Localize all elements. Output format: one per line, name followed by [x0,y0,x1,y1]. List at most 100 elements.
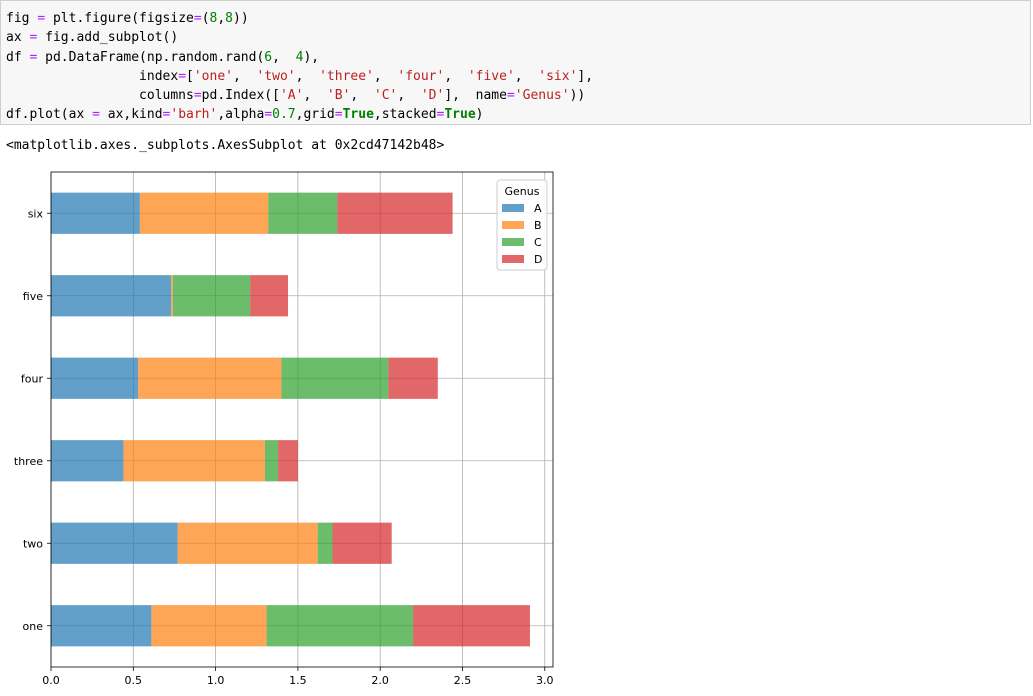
bar-segment-C-three [264,440,279,482]
legend-label: B [534,219,542,232]
code-token: ( [201,11,210,26]
bar-segment-D-two [332,522,392,564]
bar-segment-B-two [177,522,318,564]
legend-title: Genus [505,185,540,198]
code-token: , [295,68,320,84]
bar-segment-C-six [268,192,338,234]
code-token: , [217,11,226,26]
code-line: index=['one', 'two', 'three', 'four', 'f… [6,69,593,84]
code-token: plt.figure(figsize [45,11,194,26]
x-tick-label: 2.5 [454,674,472,687]
bar-segment-D-six [337,192,453,234]
code-token: ], [577,68,594,84]
code-token: = [92,107,100,123]
code-token: [ [186,68,194,84]
bar-segment-A-six [51,192,140,234]
bar-segment-D-five [250,275,289,317]
bar-segment-D-three [278,440,298,482]
axes-frame [50,171,554,668]
legend-swatch-C [502,238,524,246]
code-token: 'five' [467,68,515,84]
y-tick-label: five [23,290,43,303]
code-token: True [342,107,374,123]
code-token: ,stacked [373,107,437,123]
code-token: = [178,68,187,84]
code-token: 'three' [319,68,374,84]
code-token: = [29,30,38,46]
code-token: fig [6,11,38,26]
code-token: = [37,11,46,26]
stacked-barh-chart: 0.0 0.5 1.0 1.5 2.0 2.5 3.0 one two three four five… [14,171,554,687]
bar-segment-C-four [281,357,389,399]
code-token: , [514,68,539,84]
bar-segment-C-one [266,605,414,647]
code-token: 4 [295,49,304,65]
legend-label: A [534,202,542,215]
code-token: 'four' [397,68,445,84]
code-token: index [6,68,179,84]
code-token: , [272,49,296,65]
legend-swatch-D [502,255,524,263]
code-token: 8 [209,11,218,26]
bar-segment-B-four [138,357,282,399]
code-token: 'one' [193,68,233,84]
x-tick-label: 3.0 [536,674,554,687]
legend-label: C [534,236,542,249]
bar-segment-C-five [172,275,251,317]
code-cell[interactable]: fig = plt.figure(figsize=(8,8)) ax = fig… [0,0,1031,125]
y-tick-label: six [28,207,44,220]
code-token: = [506,88,515,104]
code-token: pd.Index([ [201,88,280,104]
legend-swatch-A [502,204,524,212]
code-token: ) [475,107,484,123]
y-tick-label: one [23,620,44,633]
code-token: 'B' [326,88,351,104]
code-line: fig = plt.figure(figsize=(8,8)) [6,11,249,26]
bar-segment-A-three [51,440,124,482]
bar-segment-B-one [151,605,267,647]
x-tick-label: 0.0 [42,674,60,687]
code-token: pd.DataFrame(np.random.rand( [37,49,265,65]
code-token: 'D' [420,88,445,104]
code-token: 'C' [373,88,398,104]
code-token: = [193,88,202,104]
code-token: , [397,88,421,104]
code-line: df.plot(ax = ax,kind='barh',alpha=0.7,gr… [6,107,484,122]
code-token: = [162,107,171,123]
x-tick-label: 1.5 [289,674,307,687]
code-token: , [232,68,257,84]
bar-segment-A-five [51,275,172,317]
code-token: 0.7 [272,107,296,123]
code-token: 6 [264,49,273,65]
code-token: ax [6,30,30,46]
code-token: True [444,107,476,123]
bar-segment-D-four [388,357,438,399]
code-editor[interactable]: fig = plt.figure(figsize=(8,8)) ax = fig… [1,1,1030,125]
code-token: 'A' [279,88,304,104]
code-token: 'two' [256,68,296,84]
code-token: = [264,107,273,123]
y-tick-label: two [23,537,43,550]
code-token: ,grid [295,107,335,123]
code-line: columns=pd.Index(['A', 'B', 'C', 'D'], n… [6,88,585,103]
y-tick-label: three [14,455,43,468]
code-token: , [350,88,374,104]
code-token: df [6,49,30,65]
code-token: )) [569,88,586,104]
bar-segment-A-one [51,605,152,647]
cell-output-text: <matplotlib.axes._subplots.AxesSubplot a… [6,138,445,153]
code-token: 'Genus' [514,88,570,104]
x-tick-label: 2.0 [371,674,389,687]
code-token: ], name [444,88,507,104]
x-tick-label: 1.0 [207,674,225,687]
code-token: 'barh' [170,107,218,123]
code-token: , [444,68,468,84]
bar-segment-B-six [139,192,269,234]
code-line: ax = fig.add_subplot() [6,30,178,45]
code-token: )) [233,11,249,26]
code-token: ,alpha [217,107,265,123]
code-token: = [436,107,445,123]
code-line: df = pd.DataFrame(np.random.rand(6, 4), [6,50,319,65]
code-token: columns [6,88,194,104]
bar-segment-B-five [171,275,173,317]
